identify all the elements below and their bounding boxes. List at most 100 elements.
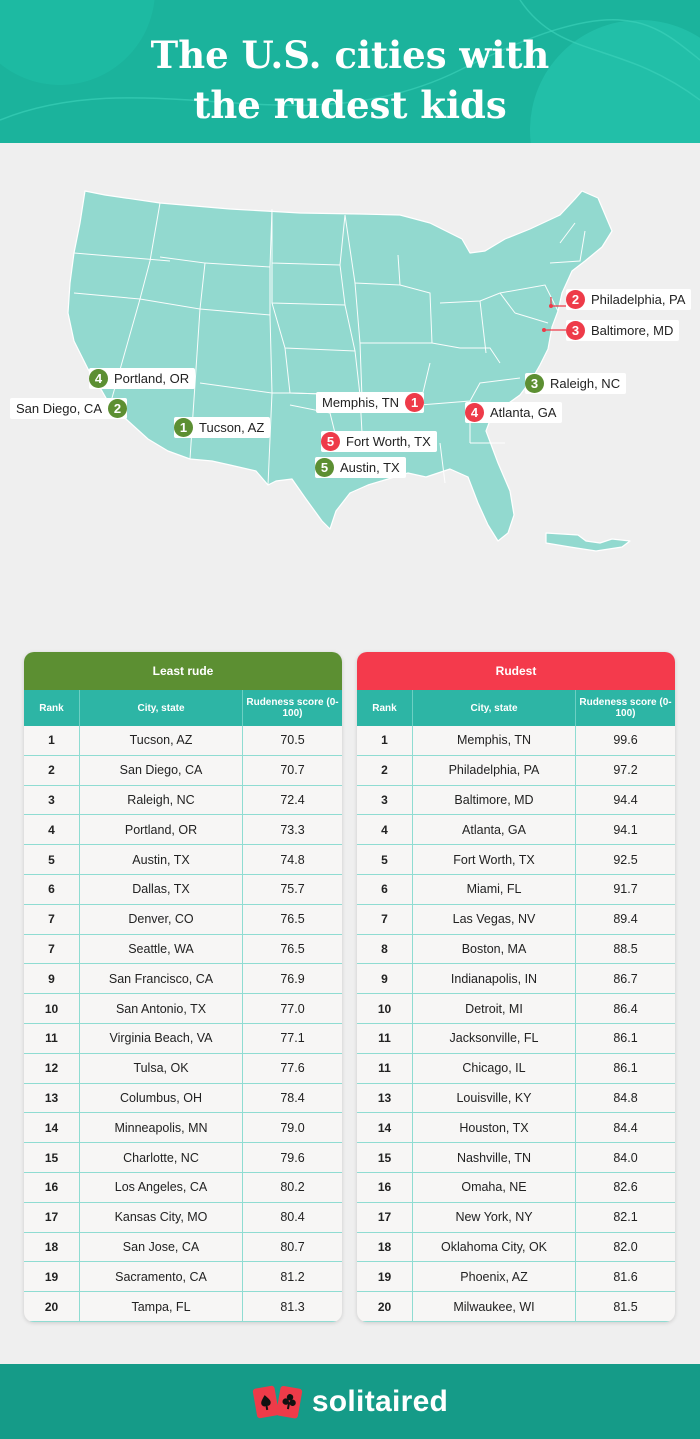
city-cell: San Antonio, TX [79, 994, 243, 1023]
marker-baltimore: 3 Baltimore, MD [566, 320, 680, 341]
marker-portland: 4 Portland, OR [89, 368, 196, 389]
playing-cards-icon [252, 1385, 302, 1418]
brand-logo[interactable]: solitaired [252, 1383, 448, 1421]
score-cell: 84.4 [613, 1120, 638, 1135]
rudest-table: Rudest Rank City, state Rudeness score (… [357, 652, 675, 1322]
table-row: 20 Milwaukee, WI 81.5 [357, 1292, 675, 1322]
table-row: 4 Atlanta, GA 94.1 [357, 815, 675, 846]
table-row: 8 Boston, MA 88.5 [357, 934, 675, 965]
city-cell: Memphis, TN [412, 726, 576, 755]
page-title: The U.S. cities with the rudest kids [0, 30, 700, 130]
city-cell: Raleigh, NC [79, 785, 243, 815]
table-row: 14 Houston, TX 84.4 [357, 1113, 675, 1144]
table-row: 16 Omaha, NE 82.6 [357, 1172, 675, 1203]
table-row: 10 Detroit, MI 86.4 [357, 994, 675, 1024]
table-caption: Rudest [357, 652, 675, 690]
rank-cell: 7 [48, 941, 55, 956]
score-cell: 86.7 [613, 971, 638, 986]
city-cell: Houston, TX [412, 1113, 576, 1143]
rank-cell: 2 [381, 763, 388, 778]
table-row: 14 Minneapolis, MN 79.0 [24, 1113, 342, 1144]
city-cell: Minneapolis, MN [79, 1113, 243, 1143]
us-map-shape [67, 190, 631, 552]
score-cell: 80.4 [280, 1210, 305, 1225]
marker-rank-badge: 2 [108, 399, 127, 418]
philadelphia-dot [549, 304, 553, 308]
rank-cell: 20 [44, 1299, 59, 1314]
marker-city-label: Baltimore, MD [591, 323, 674, 338]
city-cell: Seattle, WA [79, 934, 243, 964]
table-row: 6 Dallas, TX 75.7 [24, 874, 342, 905]
table-row: 6 Miami, FL 91.7 [357, 874, 675, 905]
rank-cell: 5 [381, 852, 388, 867]
marker-rank-badge: 2 [566, 290, 585, 309]
city-cell: Nashville, TN [412, 1143, 576, 1172]
marker-rank-badge: 4 [89, 369, 108, 388]
table-row: 15 Nashville, TN 84.0 [357, 1143, 675, 1173]
table-row: 1 Tucson, AZ 70.5 [24, 726, 342, 756]
score-cell: 74.8 [280, 852, 305, 867]
table-row: 17 New York, NY 82.1 [357, 1202, 675, 1233]
city-cell: Boston, MA [412, 934, 576, 964]
table-row: 5 Austin, TX 74.8 [24, 845, 342, 875]
table-row: 18 San Jose, CA 80.7 [24, 1232, 342, 1263]
rank-cell: 11 [378, 1061, 391, 1076]
rank-cell: 1 [48, 733, 55, 748]
score-cell: 97.2 [613, 763, 638, 778]
rank-cell: 14 [377, 1120, 392, 1135]
city-cell: San Jose, CA [79, 1232, 243, 1262]
rank-cell: 6 [381, 882, 388, 897]
rank-cell: 14 [44, 1120, 59, 1135]
city-cell: Omaha, NE [412, 1172, 576, 1202]
rank-cell: 3 [48, 792, 55, 807]
us-map-section [0, 143, 700, 623]
table-row: 19 Phoenix, AZ 81.6 [357, 1262, 675, 1293]
score-cell: 84.8 [613, 1090, 638, 1105]
marker-city-label: Atlanta, GA [490, 405, 557, 420]
table-row: 20 Tampa, FL 81.3 [24, 1292, 342, 1322]
score-cell: 81.6 [613, 1269, 638, 1284]
rank-cell: 19 [377, 1269, 392, 1284]
marker-rank-badge: 1 [405, 393, 425, 412]
table-row: 9 San Francisco, CA 76.9 [24, 964, 342, 995]
table-row: 2 San Diego, CA 70.7 [24, 755, 342, 786]
rank-cell: 15 [377, 1150, 392, 1165]
rank-cell: 6 [48, 882, 55, 897]
table-row: 7 Seattle, WA 76.5 [24, 934, 342, 965]
table-row: 12 Tulsa, OK 77.6 [24, 1053, 342, 1084]
city-cell: Philadelphia, PA [412, 755, 576, 785]
score-cell: 82.0 [613, 1239, 638, 1254]
table-row: 11 Chicago, IL 86.1 [357, 1053, 675, 1084]
rank-cell: 3 [381, 792, 388, 807]
score-cell: 76.9 [280, 971, 305, 986]
score-cell: 77.0 [280, 1001, 305, 1016]
header-decoration [0, 0, 700, 143]
city-cell: Detroit, MI [412, 994, 576, 1023]
marker-city-label: Portland, OR [114, 371, 190, 386]
city-cell: San Francisco, CA [79, 964, 243, 994]
marker-city-label: Philadelphia, PA [591, 292, 686, 307]
score-cell: 73.3 [280, 822, 305, 837]
score-cell: 99.6 [613, 733, 638, 748]
table-header: Rank City, state Rudeness score (0-100) [357, 690, 675, 726]
rank-cell: 16 [377, 1180, 392, 1195]
score-cell: 70.5 [280, 733, 305, 748]
table-row: 2 Philadelphia, PA 97.2 [357, 755, 675, 786]
rank-cell: 4 [48, 822, 55, 837]
city-cell: Louisville, KY [412, 1083, 576, 1113]
city-cell: Los Angeles, CA [79, 1172, 243, 1202]
marker-city-label: San Diego, CA [16, 401, 102, 416]
brand-name: solitaired [311, 1384, 449, 1418]
table-caption: Least rude [24, 652, 342, 690]
title-line-1: The U.S. cities with [150, 33, 550, 77]
marker-tucson: 1 Tucson, AZ [174, 417, 271, 438]
rank-cell: 20 [377, 1299, 392, 1314]
score-cell: 76.5 [280, 912, 305, 927]
score-cell: 79.6 [280, 1150, 305, 1165]
rank-cell: 16 [44, 1180, 59, 1195]
score-cell: 91.7 [613, 882, 638, 897]
score-cell: 82.6 [613, 1180, 638, 1195]
table-row: 3 Raleigh, NC 72.4 [24, 785, 342, 816]
rank-cell: 19 [44, 1269, 59, 1284]
marker-philadelphia: 2 Philadelphia, PA [566, 289, 692, 310]
